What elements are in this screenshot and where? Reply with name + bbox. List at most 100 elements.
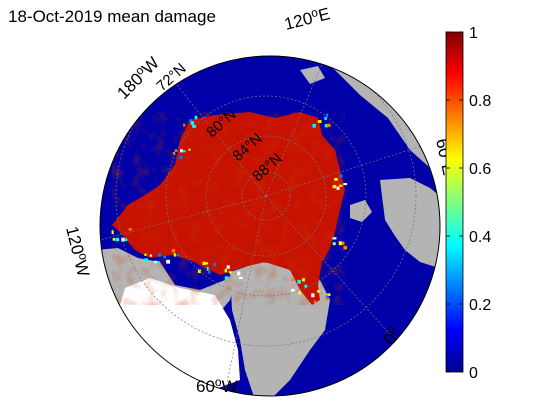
ice-speckle <box>180 149 183 153</box>
ice-speckle <box>332 237 337 240</box>
ice-speckle <box>312 123 316 128</box>
ice-speckle <box>194 115 198 120</box>
colorbar-tick-label: 0.6 <box>469 161 491 178</box>
ice-speckle <box>317 290 321 293</box>
ice-speckle <box>111 230 114 235</box>
ice-speckle <box>166 259 171 264</box>
ice-speckle <box>327 293 331 297</box>
ice-speckle <box>192 124 197 128</box>
ice-speckle <box>197 269 202 273</box>
ice-speckle <box>144 253 147 256</box>
ice-speckle <box>173 253 176 257</box>
ice-speckle <box>188 148 191 151</box>
ice-speckle <box>182 150 186 153</box>
ice-speckle <box>224 268 228 273</box>
ice-speckle <box>206 266 209 271</box>
ice-speckle <box>149 254 152 257</box>
ice-speckle <box>325 297 329 301</box>
ice-speckle <box>332 184 337 189</box>
ice-speckle <box>334 177 338 181</box>
ice-speckle <box>313 300 317 303</box>
ice-speckle <box>326 123 331 128</box>
ice-speckle <box>343 245 348 250</box>
lon-label-180w: 180oW <box>112 52 163 103</box>
colorbar-tick-label: 0.8 <box>469 93 491 110</box>
colorbar-ticks: 0 0.2 0.4 0.6 0.8 1 <box>446 25 491 382</box>
ice-speckle <box>228 271 232 274</box>
ice-speckle <box>338 241 342 246</box>
land-svalbard <box>350 200 372 222</box>
lon-label-120e: 120oE <box>282 2 332 34</box>
meridian-120e <box>265 56 331 197</box>
ice-speckle <box>326 295 329 299</box>
lat-circle-88 <box>241 171 291 221</box>
colorbar: 0 0.2 0.4 0.6 0.8 1 <box>445 25 491 382</box>
ice-speckle <box>297 279 301 284</box>
lat-circle-72 <box>115 56 417 347</box>
ice-speckle <box>291 278 294 282</box>
ice-speckle <box>213 262 216 267</box>
ice-speckle <box>144 258 148 262</box>
land-greenland <box>230 262 330 396</box>
ice-speckle <box>302 278 305 282</box>
ice-speckle <box>324 124 329 128</box>
land-islands <box>300 66 325 84</box>
colorbar-tick-label: 1 <box>469 25 478 42</box>
colorbar-scale <box>445 31 464 373</box>
ice-speckle <box>336 186 340 190</box>
ice-speckle <box>339 174 343 178</box>
graticule <box>100 56 440 393</box>
meridian-60w <box>224 195 267 393</box>
ice-speckle <box>202 261 206 265</box>
sea-ice-damage <box>111 112 348 305</box>
lon-label-60w: 60oW <box>196 375 238 396</box>
ice-speckle <box>341 241 345 245</box>
ice-speckle <box>324 116 327 120</box>
ice-edge-speckles <box>111 113 348 303</box>
ice-speckle <box>238 276 243 280</box>
meridian-0 <box>265 195 396 341</box>
ice-speckle <box>128 228 132 231</box>
ice-speckle <box>304 284 308 288</box>
colorbar-tick-label: 0.4 <box>469 229 491 246</box>
map-title: 18-Oct-2019 mean damage <box>8 7 216 26</box>
ice-speckle <box>317 120 322 123</box>
ice-speckle <box>176 253 180 257</box>
ice-speckle <box>311 293 315 298</box>
ice-speckle <box>172 152 176 155</box>
lon-label-120w: 120oW <box>62 224 95 279</box>
ice-speckle <box>183 123 186 127</box>
map-outline <box>99 55 441 397</box>
meridian-180w <box>164 69 267 197</box>
ice-speckle <box>171 249 176 253</box>
ice-texture <box>112 112 345 305</box>
ice-speckle <box>190 121 195 125</box>
ice-speckle <box>224 276 229 280</box>
ice-speckle <box>115 237 120 242</box>
ice-speckle <box>124 238 128 242</box>
ice-speckle <box>333 243 336 246</box>
ice-speckle <box>226 265 230 269</box>
ice-speckle <box>154 260 157 263</box>
ice-speckle <box>174 149 178 152</box>
lat-circle-80 <box>165 95 367 297</box>
ice-speckle <box>326 113 329 117</box>
ice-speckle <box>339 184 343 187</box>
ice-speckle <box>237 271 241 276</box>
ice-speckle <box>121 237 125 242</box>
ice-speckle <box>291 288 295 292</box>
ice-speckle <box>298 290 301 295</box>
ice-speckle <box>204 262 209 265</box>
colorbar-tick-label: 0.2 <box>469 297 491 314</box>
ice-speckle <box>112 238 116 241</box>
meridian-60e <box>265 139 440 197</box>
ice-speckle <box>343 183 348 186</box>
ice-speckle <box>163 256 167 259</box>
ice-speckle <box>208 270 211 274</box>
lat-circle-84 <box>205 135 327 257</box>
colorbar-tick-label: 0 <box>469 365 478 382</box>
ice-speckle <box>179 156 183 159</box>
meridian-120w <box>100 195 267 241</box>
land-scandinavia <box>380 178 440 270</box>
